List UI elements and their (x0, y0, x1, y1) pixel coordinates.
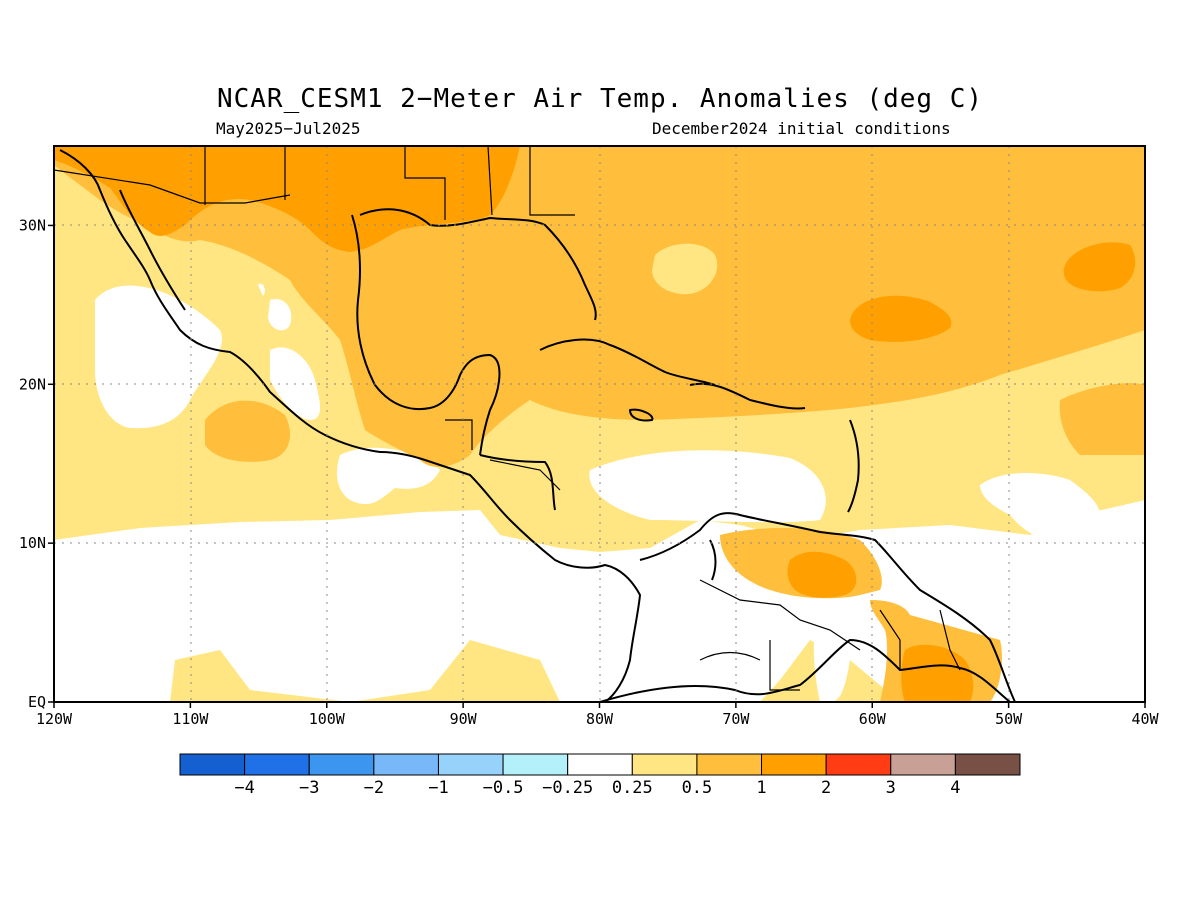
colorbar-swatch (437, 753, 504, 776)
lat-tick-label: 30N (19, 216, 46, 234)
lon-tick-label: 100W (309, 710, 346, 728)
lat-tick-label: EQ (28, 693, 46, 711)
colorbar-label: −0.5 (483, 778, 524, 798)
colorbar-swatch (890, 753, 956, 776)
colorbar-swatch (696, 753, 763, 776)
colorbar-swatch (954, 753, 1021, 776)
colorbar-label: 0.5 (682, 778, 713, 798)
colorbar-label: −4 (234, 778, 254, 798)
colorbar-swatch (179, 753, 246, 776)
lat-tick-label: 10N (19, 534, 46, 552)
colorbar-swatch (308, 753, 375, 776)
lon-tick-label: 50W (995, 710, 1023, 728)
colorbar-swatch (502, 753, 569, 776)
graticule (54, 146, 1145, 702)
colorbar-label: 2 (821, 778, 831, 798)
borders (54, 146, 961, 691)
coastlines (59, 149, 1016, 702)
map-panel (54, 146, 1145, 702)
colorbar-label: 0.25 (612, 778, 653, 798)
colorbar-label: −2 (364, 778, 384, 798)
anomaly-fill-light-pocket (652, 243, 718, 295)
lon-tick-label: 80W (586, 710, 614, 728)
colorbar-swatch (825, 753, 892, 776)
colorbar-swatch (244, 753, 310, 776)
anomaly-fill-strong (54, 146, 1136, 702)
colorbar-label: −3 (299, 778, 319, 798)
colorbar-label: −1 (428, 778, 448, 798)
colorbar-swatch (761, 753, 827, 776)
lat-tick-label: 20N (19, 375, 46, 393)
lon-tick-label: 90W (450, 710, 478, 728)
colorbar-swatch (373, 753, 439, 776)
latitude-axis: 30N 20N 10N EQ (19, 216, 54, 711)
colorbar-label: −0.25 (542, 778, 593, 798)
colorbar: −4 −3 −2 −1 −0.5 −0.25 0.25 0.5 1 2 3 4 (179, 753, 1021, 798)
lon-tick-label: 110W (172, 710, 209, 728)
longitude-axis: 120W 110W 100W 90W 80W 70W 60W 50W 40W (36, 702, 1160, 728)
colorbar-label: 1 (756, 778, 766, 798)
lon-tick-label: 70W (722, 710, 750, 728)
map-title: NCAR_CESM1 2−Meter Air Temp. Anomalies (… (216, 84, 984, 114)
lon-tick-label: 40W (1131, 710, 1159, 728)
initial-conditions: December2024 initial conditions (652, 119, 951, 138)
lon-tick-label: 60W (859, 710, 887, 728)
forecast-period: May2025−Jul2025 (216, 119, 361, 138)
colorbar-swatch (631, 753, 698, 776)
colorbar-swatch (567, 753, 633, 776)
lon-tick-label: 120W (36, 710, 73, 728)
colorbar-label: 4 (950, 778, 960, 798)
colorbar-label: 3 (886, 778, 896, 798)
